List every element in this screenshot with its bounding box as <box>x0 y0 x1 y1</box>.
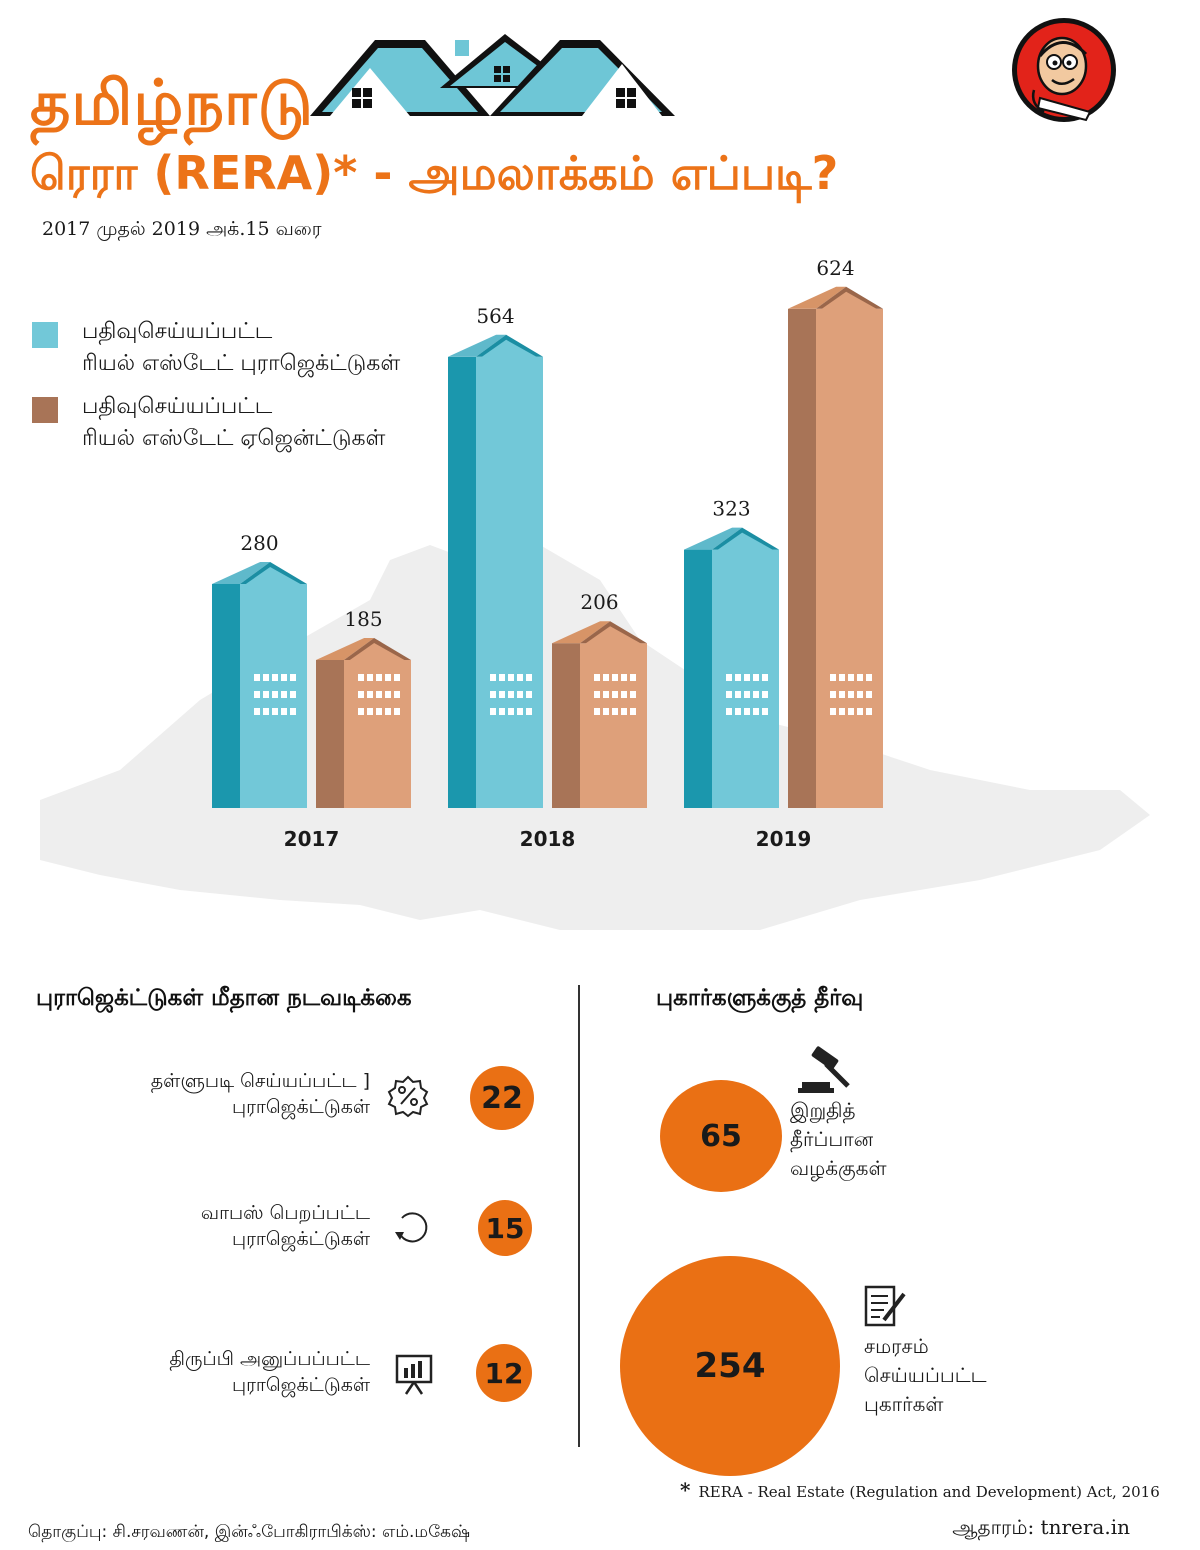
bar-projects-2019 <box>684 527 779 808</box>
final-verdict-label: இறுதித் தீர்ப்பான வழக்குகள் <box>790 1098 887 1180</box>
bar-projects-2017 <box>212 562 307 808</box>
house-roofs-icon <box>310 34 675 116</box>
legend-swatch-projects <box>32 322 58 348</box>
x-tick-label-2018: 2018 <box>520 827 576 851</box>
data-label-projects-2017: 280 <box>240 531 278 555</box>
settled-complaints-label: சமரசம் செய்யப்பட்ட புகார்கள் <box>864 1334 987 1416</box>
x-tick-label-2019: 2019 <box>756 827 812 851</box>
page-subtitle: ரெரா (RERA)* - அமலாக்கம் எப்படி? <box>30 146 839 200</box>
presentation-board-icon <box>395 1354 433 1395</box>
data-label-agents-2018: 206 <box>580 590 618 614</box>
legend-label-projects: பதிவுசெய்யப்பட்ட ரியல் எஸ்டேட் புராஜெக்ட… <box>82 319 401 376</box>
withdrawn-count-badge: 15 <box>478 1200 532 1256</box>
percent-badge-icon <box>387 1075 429 1118</box>
final-verdict-count-circle: 65 <box>660 1080 782 1192</box>
bar-agents-2018 <box>552 621 647 808</box>
action-label-withdrawn: வாபஸ் பெறப்பட்ட புராஜெக்ட்டுகள் <box>200 1202 370 1250</box>
page-title: தமிழ்நாடு <box>30 66 314 139</box>
source-text: ஆதாரம்: tnrera.in <box>952 1515 1130 1539</box>
legend-label-agents: பதிவுசெய்யப்பட்ட ரியல் எஸ்டேட் ஏஜென்ட்டு… <box>82 394 386 451</box>
action-label-rejected: தள்ளுபடி செய்யப்பட்ட ] புராஜெக்ட்டுகள் <box>150 1070 370 1118</box>
data-label-projects-2018: 564 <box>476 304 514 328</box>
undo-arrow-icon <box>395 1212 428 1243</box>
rera-footnote: * RERA - Real Estate (Regulation and Deve… <box>680 1478 1160 1502</box>
publisher-logo <box>1012 18 1116 122</box>
settled-complaints-count-circle: 254 <box>620 1256 840 1476</box>
section-divider <box>578 985 580 1447</box>
x-tick-label-2017: 2017 <box>284 827 340 851</box>
action-label-returned: திருப்பி அனுப்பப்பட்ட புராஜெக்ட்டுகள் <box>169 1348 370 1396</box>
bar-agents-2019 <box>788 286 883 808</box>
rejected-count-badge: 22 <box>470 1066 534 1130</box>
bar-agents-2017 <box>316 638 411 808</box>
credits-text: தொகுப்பு: சி.சரவணன், இன்ஃபோகிராபிக்ஸ்: எ… <box>28 1522 471 1542</box>
legend-swatch-agents <box>32 397 58 423</box>
legend-item-agents: பதிவுசெய்யப்பட்ட ரியல் எஸ்டேட் ஏஜென்ட்டு… <box>32 391 385 455</box>
bar-chart: 280 185 2017 564 206 2018 323 624 2019 <box>40 256 1150 930</box>
project-actions-title: புராஜெக்ட்டுகள் மீதான நடவடிக்கை <box>36 985 412 1011</box>
data-label-projects-2019: 323 <box>712 497 750 521</box>
data-label-agents-2017: 185 <box>344 607 382 631</box>
document-pen-icon <box>864 1285 906 1327</box>
gavel-icon <box>798 1046 850 1093</box>
bar-projects-2018 <box>448 334 543 808</box>
legend-item-projects: பதிவுசெய்யப்பட்ட ரியல் எஸ்டேட் புராஜெக்ட… <box>32 316 400 380</box>
period-label: 2017 முதல் 2019 அக்.15 வரை <box>42 218 322 240</box>
complaint-resolution-title: புகார்களுக்குத் தீர்வு <box>656 985 864 1011</box>
data-label-agents-2019: 624 <box>816 256 854 280</box>
returned-count-badge: 12 <box>476 1344 532 1402</box>
